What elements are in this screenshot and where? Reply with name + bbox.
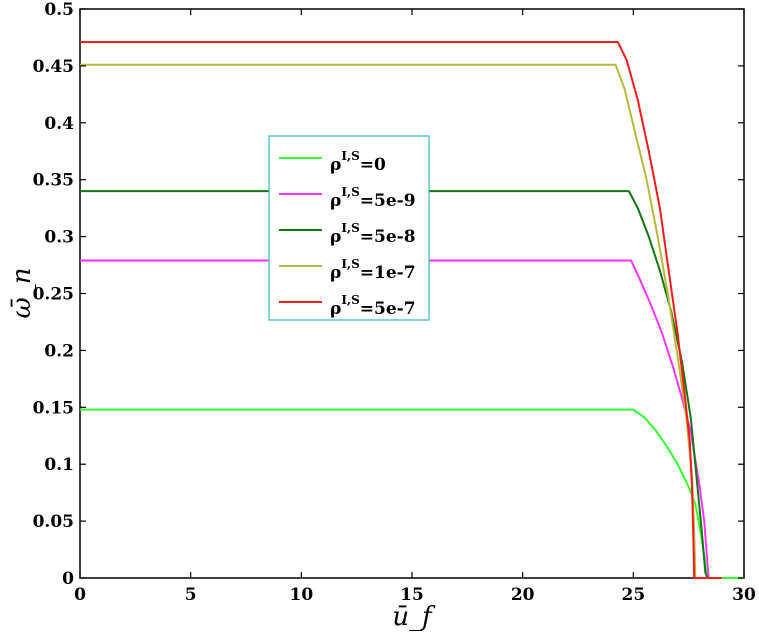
x-tick-label: 20 [511, 585, 535, 605]
series-line-2 [80, 190, 709, 579]
x-tick-label: 10 [289, 585, 313, 605]
legend-label-2: ρI,S=5e-8 [330, 221, 416, 247]
y-axis-label: ω̄_n [7, 268, 37, 319]
legend-label-3: ρI,S=1e-7 [330, 257, 416, 283]
legend-label-0: ρI,S=0 [330, 149, 386, 175]
y-tick-label: 0.35 [33, 171, 74, 191]
y-tick-label: 0.2 [44, 341, 74, 361]
y-tick-label: 0.45 [33, 57, 74, 77]
x-tick-label: 0 [74, 585, 86, 605]
y-tick-label: 0.5 [44, 0, 74, 20]
x-axis-label: ū_f [392, 602, 436, 632]
y-tick-label: 0.25 [33, 285, 74, 305]
legend: ρI,S=0 ρI,S=5e-9 ρI,S=5e-8 ρI,S=1e-7 ρI,S=5e… [268, 135, 430, 321]
x-tick-label: 5 [185, 585, 197, 605]
y-tick-label: 0 [62, 569, 74, 589]
series-line-1 [80, 259, 713, 579]
series-lines [80, 41, 744, 579]
y-tick-label: 0.05 [33, 512, 74, 532]
y-tick-label: 0.1 [44, 455, 74, 475]
series-line-4 [80, 41, 722, 579]
x-tick-label: 15 [400, 585, 424, 605]
y-tick-label: 0.15 [33, 398, 74, 418]
legend-box [268, 135, 430, 321]
x-tick-label: 30 [732, 585, 756, 605]
legend-label-1: ρI,S=5e-9 [330, 185, 416, 211]
x-tick-label: 25 [621, 585, 645, 605]
y-tick-label: 0.4 [44, 114, 74, 134]
axis-ticks: 0 5 10 15 20 25 30 0 0.05 0.1 0.15 0.2 0.25 0.3 0.35 0.… [33, 0, 756, 605]
legend-label-4: ρI,S=5e-7 [330, 293, 416, 319]
y-tick-label: 0.3 [44, 228, 74, 248]
series-line-3 [80, 63, 700, 579]
